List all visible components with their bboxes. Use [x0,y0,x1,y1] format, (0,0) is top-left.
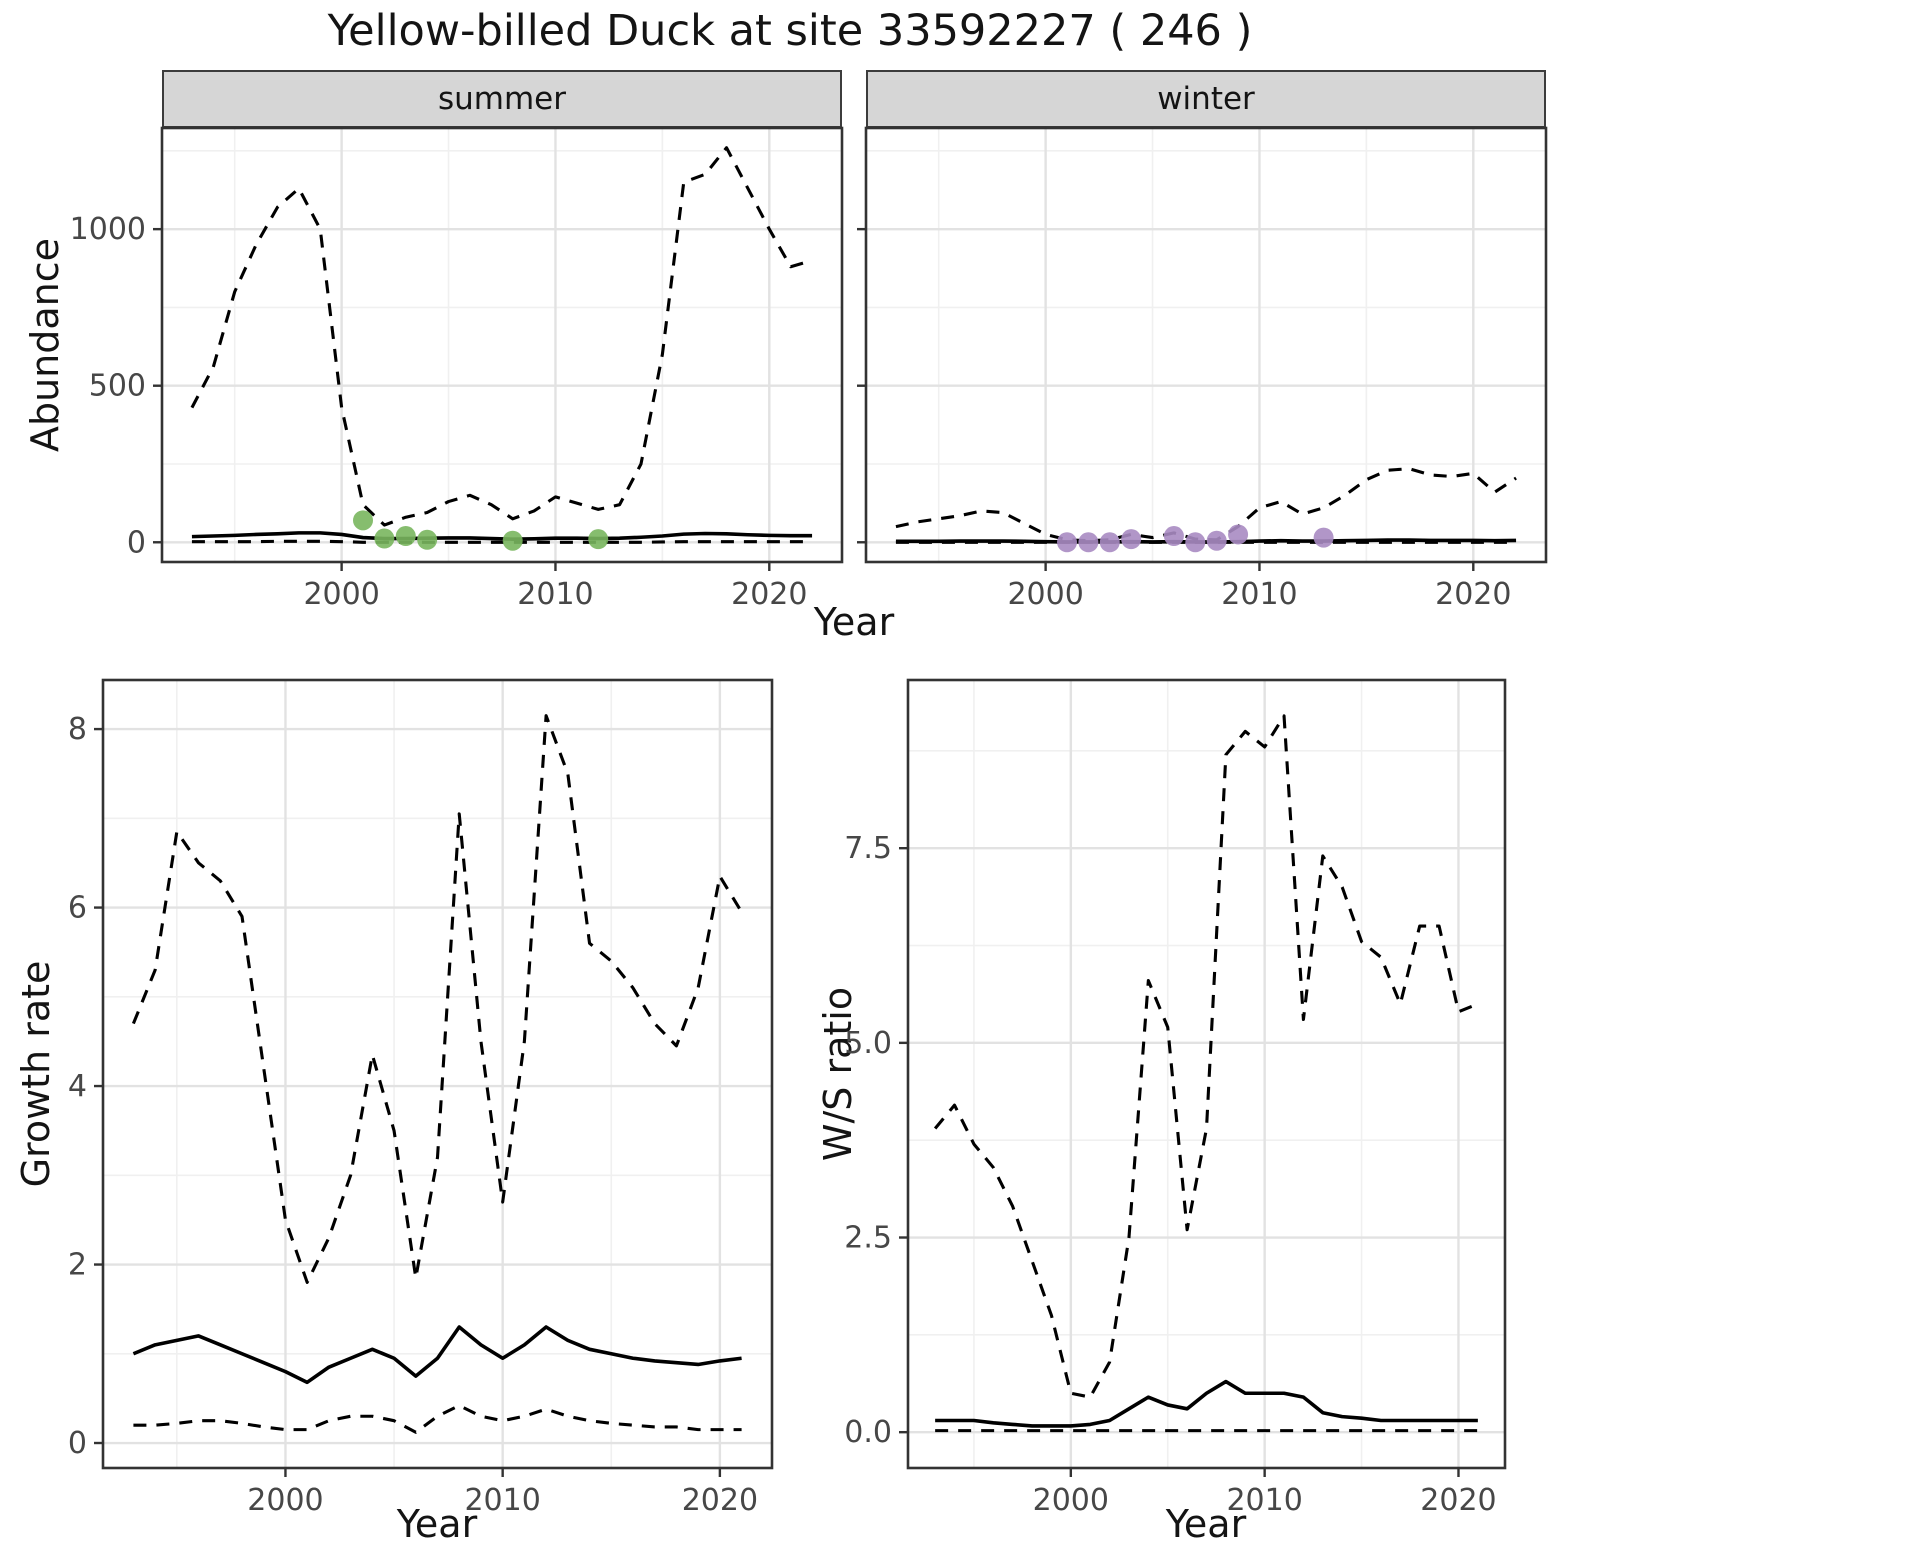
abundance-summer-observed-point [395,526,416,547]
abundance-winter-x-tick-label: 2000 [1007,577,1083,612]
growth-rate-panel-border [101,678,774,1470]
abundance-summer-x-tick-label: 2010 [517,577,593,612]
ws-ratio-x-tick-label: 2000 [1033,1483,1109,1518]
ws-ratio-y-tick-label: 0.0 [844,1415,892,1450]
abundance-summer-observed-point [417,529,438,550]
abundance-summer-lower-ci-line [191,539,813,544]
abundance-summer-observed-point [374,528,395,549]
abundance-winter-observed-point [1057,532,1078,553]
growth-rate-y-tick-label: 0 [68,1426,87,1461]
abundance-summer-observed-point [353,510,374,531]
abundance-summer-observed-point [502,530,523,551]
growth-rate-x-tick-label: 2000 [247,1483,323,1518]
abundance-summer-panel-border [160,126,844,564]
ws-ratio-x-tick-label: 2020 [1420,1483,1496,1518]
abundance-summer-y-tick-label: 0 [127,525,146,560]
abundance-winter-observed-point [1206,530,1227,551]
growth-rate-lower-ci-line [133,1403,742,1434]
abundance-winter-observed-point [1121,529,1142,550]
ws-ratio-y-tick-label: 7.5 [844,831,892,866]
abundance-winter-observed-point [1228,524,1249,545]
ws-ratio-x-tick-label: 2010 [1226,1483,1302,1518]
abundance-winter-observed-point [1078,532,1099,553]
abundance-summer-y-tick-label: 1000 [70,212,146,247]
abundance-summer-y-tick-label: 500 [89,369,146,404]
ws-ratio-panel: 2000 2010 2020 0.0 2.5 5.0 7.5 [844,678,1507,1518]
growth-rate-y-tick-label: 4 [68,1069,87,1104]
abundance-winter-observed-point [1099,532,1120,553]
growth-rate-x-tick-label: 2020 [682,1483,758,1518]
ws-ratio-upper-ci-line [933,714,1479,1399]
growth-rate-y-tick-label: 2 [68,1248,87,1283]
growth-rate-x-axis-title: Year [396,1502,478,1546]
abundance-x-axis-title: Year [813,600,895,644]
abundance-winter-panel-border [864,126,1548,564]
abundance-summer-panel: 2000 2010 2020 0 500 1000 [70,126,844,612]
growth-rate-y-tick-label: 8 [68,712,87,747]
abundance-winter-upper-ci-line [895,467,1517,543]
abundance-summer-observed-point [588,529,609,550]
abundance-winter-observed-point [1313,527,1334,548]
plot-title: Yellow-billed Duck at site 33592227 ( 24… [327,6,1253,56]
abundance-summer-median-line [191,531,813,541]
abundance-winter-x-tick-label: 2010 [1221,577,1297,612]
abundance-summer-x-tick-label: 2020 [731,577,807,612]
abundance-winter-x-tick-label: 2020 [1435,577,1511,612]
ws-ratio-median-line [935,1379,1478,1428]
abundance-summer-x-tick-label: 2000 [303,577,379,612]
abundance-winter-panel: 2000 2010 2020 [857,126,1548,612]
ws-ratio-y-tick-label: 2.5 [844,1221,892,1256]
facet-strip-winter-label: winter [1157,81,1255,117]
ws-ratio-x-axis-title: Year [1165,1502,1247,1546]
facet-strip-summer-label: summer [437,81,566,117]
ws-ratio-y-tick-label: 5.0 [844,1026,892,1061]
growth-rate-x-tick-label: 2010 [464,1483,540,1518]
growth-rate-panel: 2000 2010 2020 0 2 4 6 8 [68,678,774,1518]
growth-rate-y-tick-label: 6 [68,891,87,926]
abundance-winter-observed-point [1163,526,1184,547]
facet-strip-summer: summer [162,70,842,128]
growth-rate-upper-ci-line [131,714,743,1284]
facet-strip-winter: winter [866,70,1546,128]
growth-rate-median-line [132,1325,742,1385]
ws-ratio-panel-border [906,678,1507,1470]
abundance-winter-observed-point [1185,532,1206,553]
abundance-summer-upper-ci-line [190,146,813,527]
